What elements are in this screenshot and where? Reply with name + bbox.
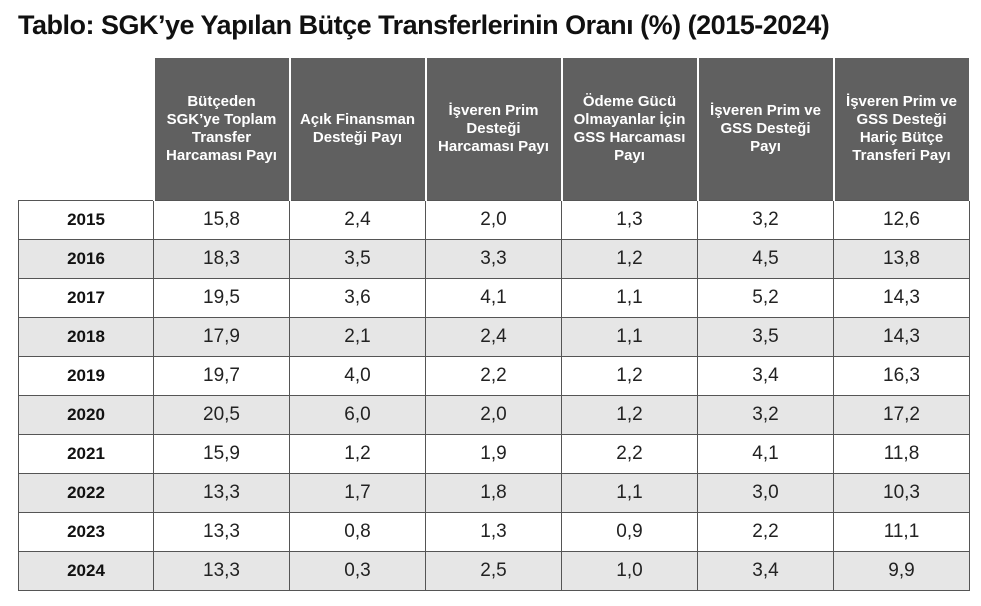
table-cell: 2,2 [425, 356, 562, 396]
table-cell: 18,3 [153, 239, 290, 279]
table-cell: 3,4 [697, 551, 834, 591]
table-cell: 11,1 [833, 512, 970, 552]
table-cell: 1,3 [425, 512, 562, 552]
table-cell: 17,9 [153, 317, 290, 357]
table-cell: 9,9 [833, 551, 970, 591]
table-cell: 3,0 [697, 473, 834, 513]
row-year-cell: 2017 [18, 278, 154, 318]
table-cell: 1,2 [561, 239, 698, 279]
table-cell: 19,7 [153, 356, 290, 396]
table-cell: 15,9 [153, 434, 290, 474]
table-cell: 13,3 [153, 551, 290, 591]
table-cell: 1,1 [561, 317, 698, 357]
row-year-cell: 2018 [18, 317, 154, 357]
table-cell: 2,4 [425, 317, 562, 357]
row-year-cell: 2022 [18, 473, 154, 513]
table-row: 2021 15,9 1,2 1,9 2,2 4,1 11,8 [18, 434, 970, 474]
table-cell: 1,2 [561, 356, 698, 396]
table-cell: 16,3 [833, 356, 970, 396]
column-header-total-transfer: Bütçeden SGK’ye Toplam Transfer Harcamas… [152, 56, 291, 201]
table-cell: 3,3 [425, 239, 562, 279]
column-header-gss-non-payers: Ödeme Gücü Olmayanlar İçin GSS Harcaması… [560, 56, 699, 201]
row-year-cell: 2019 [18, 356, 154, 396]
table-cell: 2,5 [425, 551, 562, 591]
row-year-cell: 2020 [18, 395, 154, 435]
table-row: 2024 13,3 0,3 2,5 1,0 3,4 9,9 [18, 551, 970, 591]
table-cell: 10,3 [833, 473, 970, 513]
row-year-cell: 2021 [18, 434, 154, 474]
table-row: 2019 19,7 4,0 2,2 1,2 3,4 16,3 [18, 356, 970, 396]
table-cell: 4,5 [697, 239, 834, 279]
table-cell: 3,5 [697, 317, 834, 357]
table-cell: 19,5 [153, 278, 290, 318]
table-cell: 4,1 [425, 278, 562, 318]
table-row: 2020 20,5 6,0 2,0 1,2 3,2 17,2 [18, 395, 970, 435]
column-header-employer-premium-gss: İşveren Prim ve GSS Desteği Payı [696, 56, 835, 201]
header-corner [18, 57, 154, 201]
table-row: 2018 17,9 2,1 2,4 1,1 3,5 14,3 [18, 317, 970, 357]
table-cell: 13,8 [833, 239, 970, 279]
column-header-excluding-premium-gss: İşveren Prim ve GSS Desteği Hariç Bütçe … [832, 56, 971, 201]
table-cell: 1,2 [561, 395, 698, 435]
table-row: 2022 13,3 1,7 1,8 1,1 3,0 10,3 [18, 473, 970, 513]
table-cell: 3,4 [697, 356, 834, 396]
row-year-cell: 2024 [18, 551, 154, 591]
table-cell: 1,9 [425, 434, 562, 474]
table-cell: 1,2 [289, 434, 426, 474]
table-cell: 3,2 [697, 395, 834, 435]
table-cell: 20,5 [153, 395, 290, 435]
table-cell: 13,3 [153, 512, 290, 552]
table-cell: 1,1 [561, 278, 698, 318]
table-row: 2015 15,8 2,4 2,0 1,3 3,2 12,6 [18, 200, 970, 240]
column-header-employer-premium: İşveren Prim Desteği Harcaması Payı [424, 56, 563, 201]
table-cell: 4,1 [697, 434, 834, 474]
table-cell: 0,9 [561, 512, 698, 552]
table-cell: 11,8 [833, 434, 970, 474]
table-cell: 12,6 [833, 200, 970, 240]
table-cell: 2,4 [289, 200, 426, 240]
table-cell: 1,7 [289, 473, 426, 513]
table-cell: 2,1 [289, 317, 426, 357]
table-cell: 3,5 [289, 239, 426, 279]
table-cell: 1,0 [561, 551, 698, 591]
table-cell: 3,6 [289, 278, 426, 318]
table-row: 2016 18,3 3,5 3,3 1,2 4,5 13,8 [18, 239, 970, 279]
table-cell: 5,2 [697, 278, 834, 318]
table-cell: 15,8 [153, 200, 290, 240]
table-header: Bütçeden SGK’ye Toplam Transfer Harcamas… [18, 56, 971, 201]
table-cell: 4,0 [289, 356, 426, 396]
table-cell: 2,2 [561, 434, 698, 474]
table-cell: 2,0 [425, 200, 562, 240]
table-body: 2015 15,8 2,4 2,0 1,3 3,2 12,6 2016 18,3 3,5 3,3 1,… [18, 200, 970, 591]
table-cell: 14,3 [833, 278, 970, 318]
table-cell: 13,3 [153, 473, 290, 513]
table-cell: 14,3 [833, 317, 970, 357]
table-cell: 0,8 [289, 512, 426, 552]
table-row: 2023 13,3 0,8 1,3 0,9 2,2 11,1 [18, 512, 970, 552]
row-year-cell: 2015 [18, 200, 154, 240]
table-cell: 1,3 [561, 200, 698, 240]
row-year-cell: 2023 [18, 512, 154, 552]
table-title: Tablo: SGK’ye Yapılan Bütçe Transferleri… [18, 10, 830, 40]
table-cell: 1,1 [561, 473, 698, 513]
table-cell: 2,2 [697, 512, 834, 552]
table-cell: 6,0 [289, 395, 426, 435]
row-year-cell: 2016 [18, 239, 154, 279]
data-table: Bütçeden SGK’ye Toplam Transfer Harcamas… [18, 56, 971, 591]
table-cell: 2,0 [425, 395, 562, 435]
table-cell: 0,3 [289, 551, 426, 591]
table-row: 2017 19,5 3,6 4,1 1,1 5,2 14,3 [18, 278, 970, 318]
table-cell: 17,2 [833, 395, 970, 435]
table-cell: 3,2 [697, 200, 834, 240]
table-cell: 1,8 [425, 473, 562, 513]
column-header-deficit-financing: Açık Finansman Desteği Payı [288, 56, 427, 201]
